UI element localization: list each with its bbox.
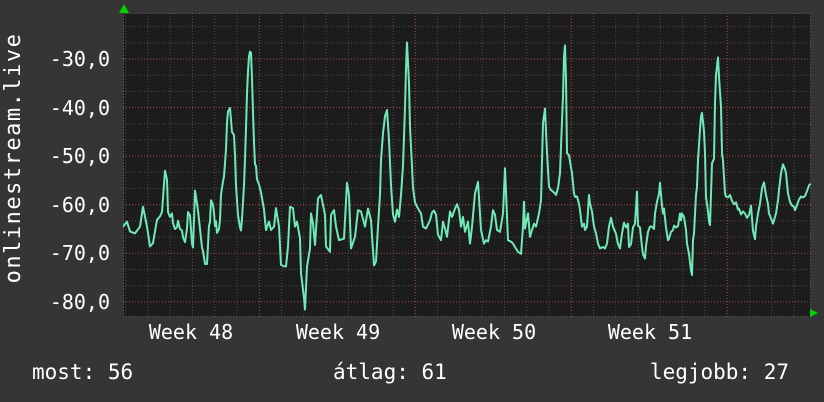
y-tick-label: -40,0: [49, 95, 110, 120]
x-week-label: Week 51: [607, 320, 693, 344]
series-line: [123, 41, 811, 311]
stat-legjobb: legjobb: 27: [649, 360, 789, 384]
stat-atlag: átlag: 61: [333, 360, 447, 384]
stat-most: most: 56: [32, 360, 134, 384]
y-tick-label: -50,0: [49, 144, 110, 169]
y-tick-label: -80,0: [49, 289, 110, 314]
x-axis-arrow-right-icon: [810, 309, 818, 317]
plot-border: [123, 13, 811, 317]
y-tick-label: -60,0: [49, 192, 110, 217]
y-tick-label: -70,0: [49, 241, 110, 266]
x-week-label: Week 49: [295, 320, 381, 344]
x-week-label: Week 48: [148, 320, 234, 344]
y-axis-arrow-up-icon: [119, 4, 129, 13]
plot-area: [123, 13, 811, 317]
y-tick-label: -30,0: [49, 47, 110, 71]
x-week-label: Week 50: [451, 320, 537, 344]
chart-canvas: [123, 13, 811, 317]
